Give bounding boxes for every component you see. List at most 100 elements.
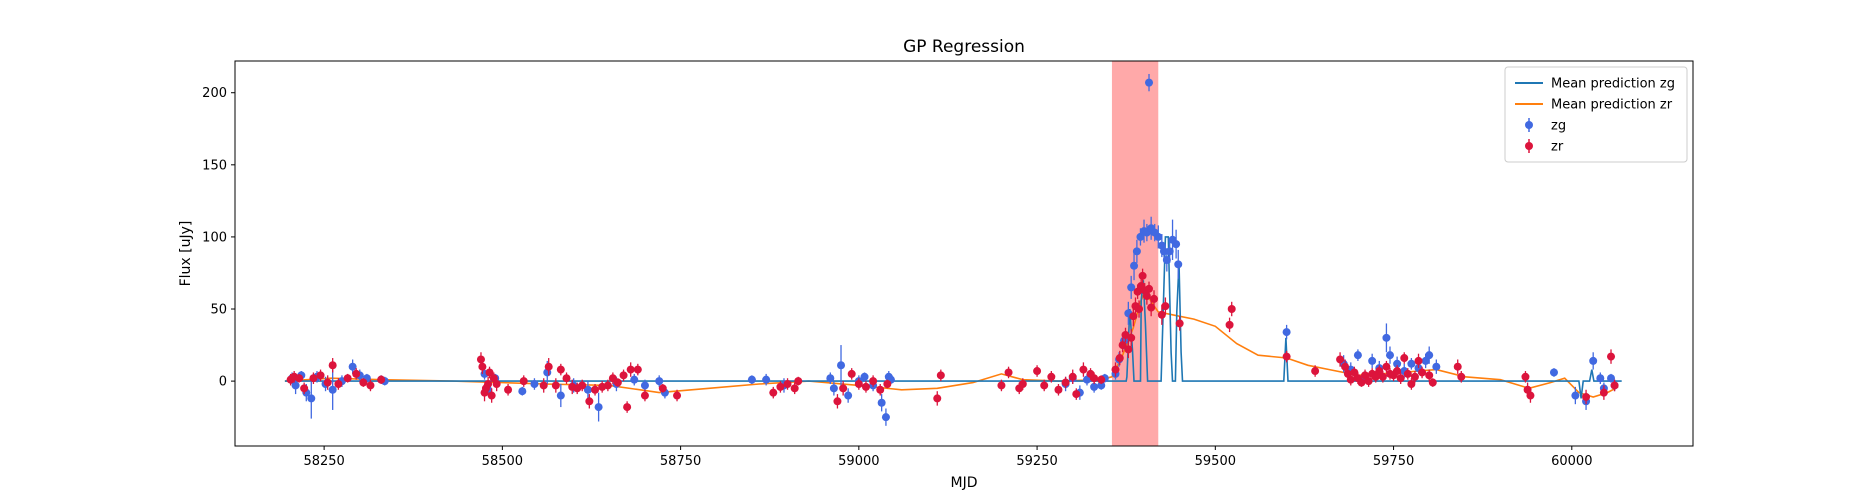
data-point [1393, 367, 1402, 376]
data-point [518, 387, 527, 396]
data-point [1142, 292, 1151, 301]
data-point [869, 377, 878, 386]
data-point [1571, 391, 1580, 400]
data-point [1225, 320, 1234, 329]
data-point [1549, 368, 1558, 377]
data-point [1138, 271, 1147, 280]
data-point [673, 391, 682, 400]
data-point [1118, 341, 1127, 350]
data-point [1371, 372, 1380, 381]
data-point [658, 384, 667, 393]
data-point [476, 355, 485, 364]
data-point [328, 385, 337, 394]
data-point [591, 385, 600, 394]
data-point [1357, 378, 1366, 387]
data-point [1607, 374, 1616, 383]
data-point [1378, 372, 1387, 381]
data-point [1068, 372, 1077, 381]
data-point [790, 384, 799, 393]
data-point [837, 361, 846, 370]
data-point [1311, 367, 1320, 376]
data-point [1097, 375, 1106, 384]
data-point [1033, 367, 1042, 376]
data-point [1336, 355, 1345, 364]
data-point [1414, 356, 1423, 365]
data-point [1145, 284, 1154, 293]
data-point [619, 371, 628, 380]
data-point [1147, 303, 1156, 312]
data-point [1385, 351, 1394, 360]
legend-swatch-zg [1525, 121, 1533, 129]
data-point [861, 382, 870, 391]
data-point [1054, 385, 1063, 394]
data-point [1136, 232, 1145, 241]
data-point [997, 381, 1006, 390]
legend-box [1504, 66, 1688, 163]
legend-label-zr: zr [1551, 140, 1564, 155]
data-point [1227, 305, 1236, 314]
data-point [1165, 247, 1174, 256]
data-point [1382, 333, 1391, 342]
data-point [794, 377, 803, 386]
data-point [1453, 362, 1462, 371]
data-point [844, 391, 853, 400]
data-point [334, 379, 343, 388]
data-point [936, 371, 945, 380]
data-point [1157, 310, 1166, 319]
series-line-mean-prediction-zg [284, 236, 1622, 399]
legend: Mean prediction zg Mean prediction zr zg zr [1504, 66, 1688, 163]
data-point [630, 375, 639, 384]
data-point [1375, 367, 1384, 376]
y-axis-label: Flux [uJy] [178, 221, 194, 287]
data-point [1079, 365, 1088, 374]
data-point [1124, 345, 1133, 354]
data-point [348, 362, 357, 371]
data-point [1361, 371, 1370, 380]
data-point [485, 368, 494, 377]
y-tick-label: 0 [219, 375, 227, 390]
data-point [1432, 362, 1441, 371]
data-point [839, 384, 848, 393]
data-point [1521, 372, 1530, 381]
data-point [539, 381, 548, 390]
data-point [1129, 312, 1138, 321]
data-point [623, 403, 632, 412]
data-point [309, 374, 318, 383]
data-point [1040, 381, 1049, 390]
data-point [829, 384, 838, 393]
y-tick-label: 50 [210, 303, 227, 318]
data-point [1115, 354, 1124, 363]
data-point [1082, 375, 1091, 384]
data-point [1364, 377, 1373, 386]
data-point [1410, 372, 1419, 381]
data-point [1599, 388, 1608, 397]
data-point [366, 381, 375, 390]
data-point [655, 377, 664, 386]
data-point [1061, 378, 1070, 387]
x-tick-label: 59750 [1373, 454, 1414, 469]
data-point [1346, 375, 1355, 384]
data-point [544, 362, 553, 371]
data-point [1368, 356, 1377, 365]
data-point [1161, 302, 1170, 311]
data-point [769, 388, 778, 397]
data-point [1582, 392, 1591, 401]
data-point [1353, 351, 1362, 360]
data-point [640, 381, 649, 390]
data-point [594, 403, 603, 412]
data-point [881, 413, 890, 422]
data-point [484, 379, 493, 388]
data-point [1090, 382, 1099, 391]
data-point [562, 374, 571, 383]
x-tick-label: 58750 [660, 454, 701, 469]
data-point [747, 375, 756, 384]
data-point [478, 362, 487, 371]
data-point [1174, 260, 1183, 269]
data-point [551, 381, 560, 390]
data-point [1610, 381, 1619, 390]
x-tick-label: 59000 [838, 454, 879, 469]
data-point [323, 378, 332, 387]
data-point [1133, 287, 1142, 296]
data-point [603, 381, 612, 390]
